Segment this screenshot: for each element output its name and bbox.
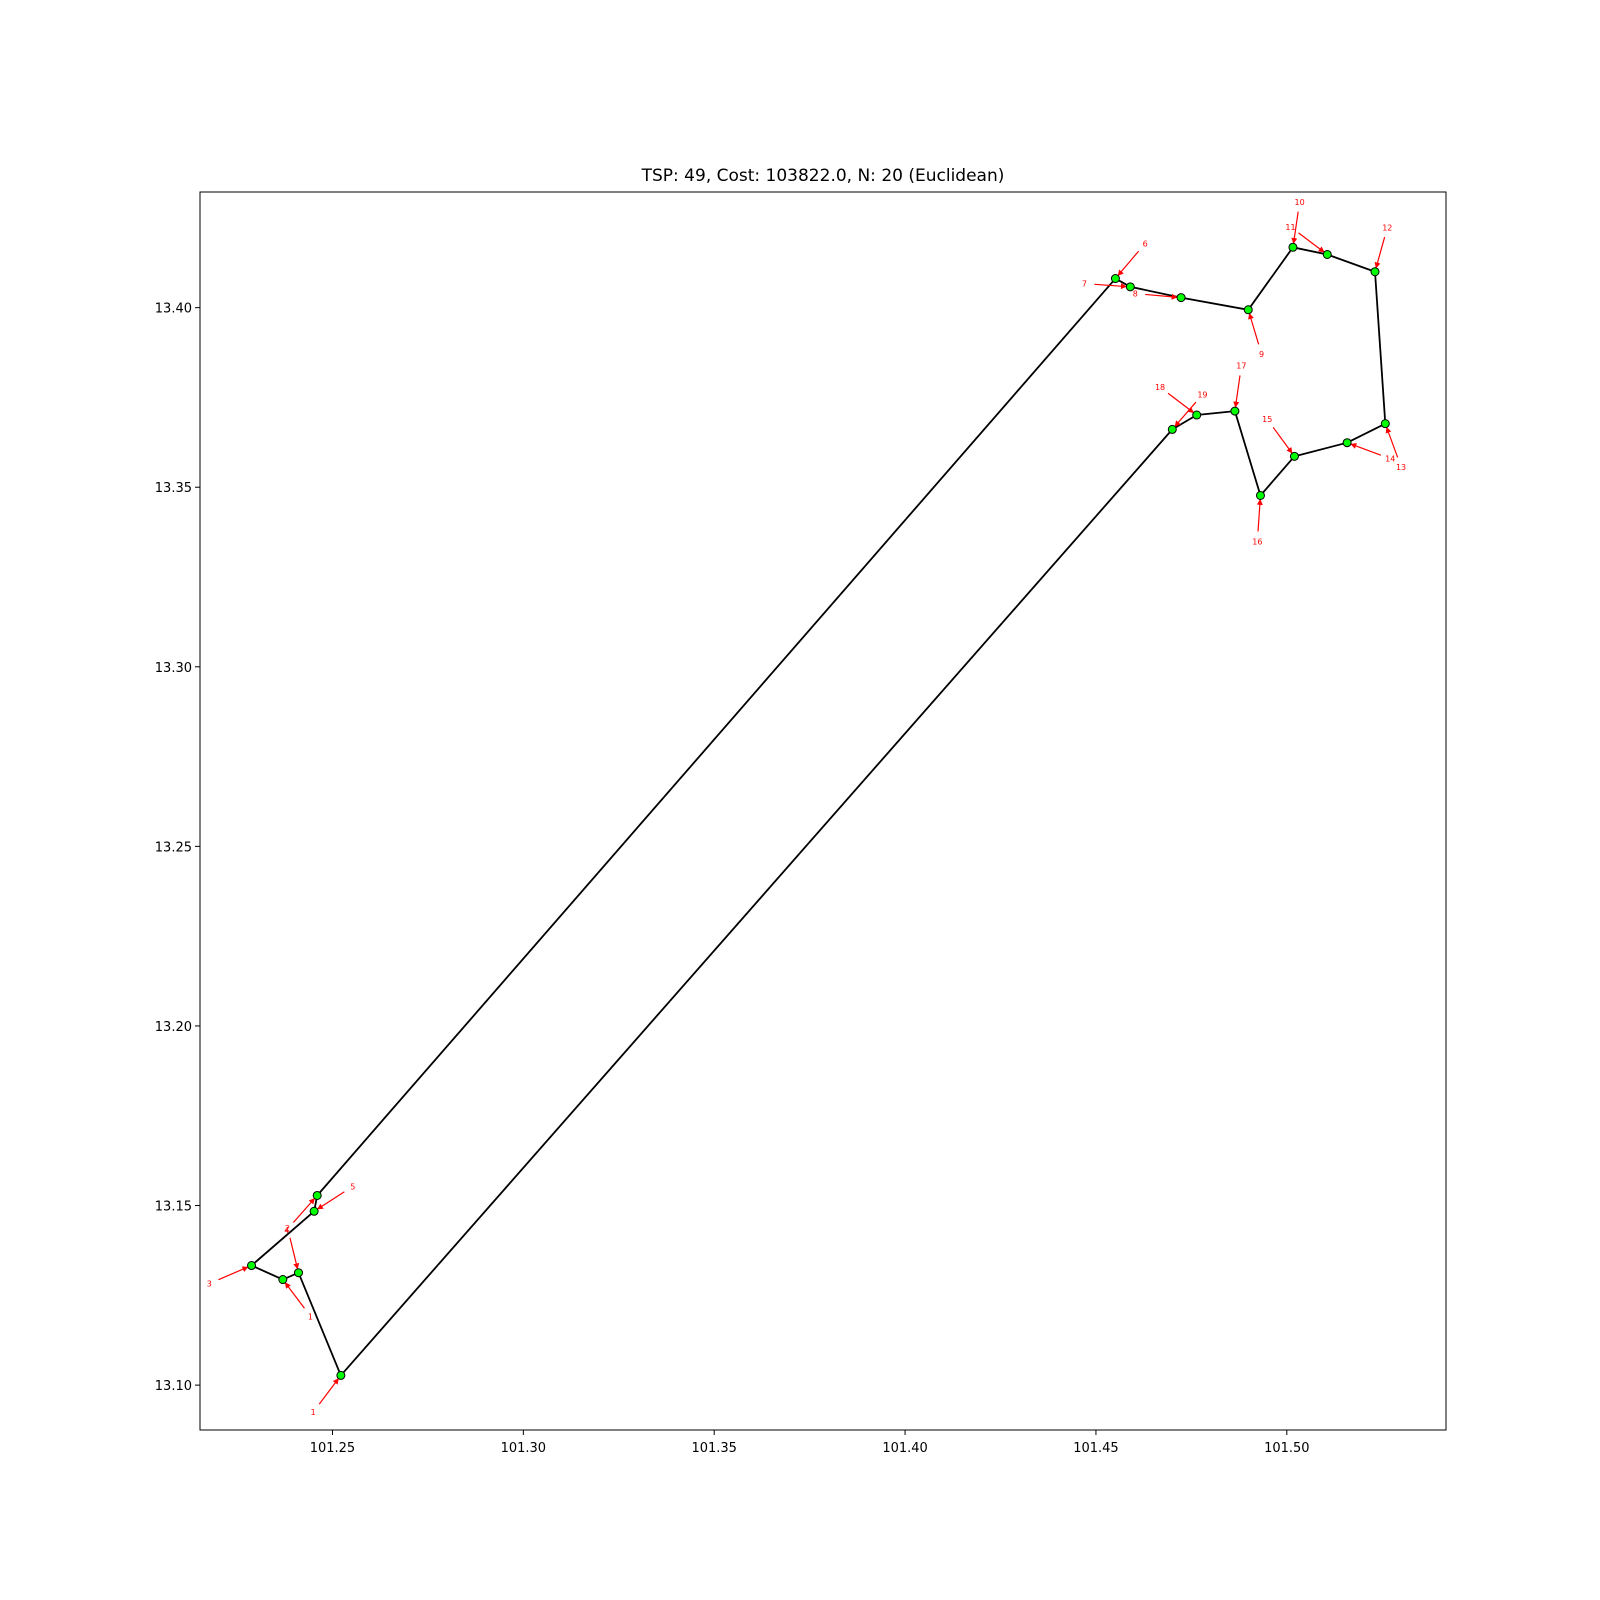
tour-node — [1176, 293, 1186, 303]
tour-node — [1243, 305, 1253, 315]
x-tick-label: 101.40 — [882, 1441, 928, 1456]
plot-frame — [199, 191, 1447, 1431]
tour-node — [309, 1206, 319, 1216]
node-label-arrow — [316, 1191, 345, 1210]
node-label: 6 — [1143, 239, 1148, 248]
tour-edge — [1346, 422, 1386, 444]
node-label-arrow — [1145, 293, 1178, 300]
tour-edge — [1234, 410, 1262, 496]
node-label-arrow — [1248, 313, 1260, 345]
tour-node — [1288, 242, 1298, 252]
tour-edge — [1292, 246, 1328, 256]
node-label: 1 — [308, 1312, 313, 1321]
node-label: 14 — [1385, 455, 1395, 464]
tour-edge — [1180, 296, 1249, 311]
node-label-arrow — [1374, 236, 1386, 269]
tour-node — [1192, 410, 1202, 420]
node-label-arrow — [318, 1378, 339, 1405]
node-label-arrow — [284, 1282, 305, 1309]
node-label-arrow — [1291, 211, 1299, 244]
tour-edge — [1294, 441, 1348, 458]
node-label: 12 — [1382, 223, 1392, 232]
node-label-arrow — [1233, 375, 1241, 408]
tour-node — [1230, 406, 1240, 416]
x-tick-label: 101.35 — [691, 1441, 737, 1456]
node-label-arrow — [1385, 426, 1399, 458]
node-label: 16 — [1252, 537, 1262, 546]
tour-edge — [1259, 455, 1296, 497]
node-label: 19 — [1197, 391, 1207, 400]
node-label: 17 — [1236, 362, 1246, 371]
tour-edge — [297, 1272, 342, 1376]
tour-node — [1322, 249, 1332, 259]
node-label-arrow — [1298, 232, 1325, 253]
tour-node — [278, 1275, 288, 1285]
node-label-arrow — [1350, 443, 1382, 456]
tour-node — [1289, 451, 1299, 461]
node-label-arrow — [218, 1266, 249, 1281]
node-label-arrow — [292, 1198, 315, 1223]
tour-node — [1167, 424, 1177, 434]
chart-title: TSP: 49, Cost: 103822.0, N: 20 (Euclidea… — [641, 166, 1005, 186]
y-tick-label: 13.20 — [155, 1020, 192, 1035]
node-label: 15 — [1262, 415, 1272, 424]
tour-node — [336, 1370, 346, 1380]
tour-node — [1255, 490, 1265, 500]
node-label: 1 — [311, 1408, 316, 1417]
node-label: 9 — [1259, 350, 1264, 359]
node-label: 18 — [1155, 383, 1165, 392]
tour-node — [1380, 419, 1390, 429]
tour-node — [312, 1190, 322, 1200]
tour-edge — [1374, 271, 1387, 424]
tour-edge — [340, 428, 1173, 1377]
tour-path-layer — [250, 246, 1387, 1377]
tour-edge — [1326, 253, 1376, 273]
x-tick-label: 101.30 — [501, 1441, 547, 1456]
tour-node — [1370, 267, 1380, 277]
tour-edge — [251, 1264, 284, 1281]
y-tick-label: 13.40 — [155, 302, 192, 317]
tour-node — [1125, 282, 1135, 292]
y-tick-label: 13.35 — [155, 481, 192, 496]
y-tick-label: 13.15 — [155, 1200, 192, 1215]
tour-edge — [1196, 410, 1235, 416]
node-label-arrow — [1256, 498, 1263, 532]
node-label-arrow — [1117, 250, 1140, 276]
node-label: 8 — [1133, 290, 1138, 299]
tour-edge — [250, 1210, 315, 1267]
node-label: 10 — [1295, 198, 1305, 207]
node-label: 2 — [285, 1224, 290, 1233]
tour-edge — [1247, 246, 1294, 311]
y-tick-label: 13.30 — [155, 661, 192, 676]
node-label: 11 — [1285, 223, 1295, 232]
tour-edge — [1171, 414, 1198, 431]
tour-node — [1110, 274, 1120, 284]
node-label: 5 — [350, 1182, 355, 1191]
node-label-arrow — [289, 1237, 300, 1270]
axis-layer: 101.25 101.30 101.35 101.40 101.45 101.50 13.1… — [155, 302, 1310, 1456]
node-label: 3 — [207, 1280, 212, 1289]
node-label: 4 — [284, 1226, 289, 1235]
tour-edge — [316, 277, 1117, 1197]
x-tick-label: 101.45 — [1073, 1441, 1119, 1456]
tour-node — [293, 1268, 303, 1278]
node-label: 13 — [1396, 463, 1406, 472]
node-label-arrow — [1272, 426, 1293, 454]
node-point-layer — [247, 242, 1390, 1380]
tour-node — [247, 1261, 257, 1271]
node-label: 7 — [1082, 280, 1087, 289]
tour-node — [1342, 438, 1352, 448]
y-tick-label: 13.10 — [155, 1379, 192, 1394]
x-tick-label: 101.25 — [310, 1441, 356, 1456]
x-tick-label: 101.50 — [1264, 1441, 1310, 1456]
y-tick-label: 13.25 — [155, 840, 192, 855]
node-label-arrow — [1174, 401, 1197, 427]
node-label-arrow — [1094, 283, 1127, 290]
